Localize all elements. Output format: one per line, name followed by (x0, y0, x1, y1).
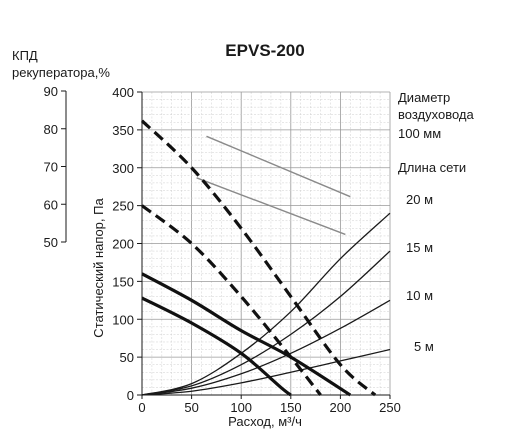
fan-curve-3 (141, 272, 352, 397)
y-tick-label: 0 (127, 388, 134, 403)
y-tick-label: 50 (120, 350, 134, 365)
diameter-label-line2: воздуховода (398, 107, 474, 122)
x-tick-label: 50 (184, 400, 198, 415)
y-tick-label: 350 (112, 123, 134, 138)
efficiency-tick-label: 80 (44, 122, 58, 137)
efficiency-tick-label: 90 (44, 84, 58, 99)
x-axis-label: Расход, м³/ч (228, 414, 302, 429)
diameter-value: 100 мм (398, 126, 441, 141)
x-tick-label: 150 (280, 400, 302, 415)
fan-curve-1 (140, 119, 377, 397)
y-tick-label: 150 (112, 274, 134, 289)
efficiency-curve-1 (206, 135, 351, 198)
network-curve-3 (141, 299, 391, 396)
efficiency-tick-label: 50 (44, 235, 58, 250)
x-tick-label: 200 (330, 400, 352, 415)
efficiency-tick-label: 60 (44, 197, 58, 212)
y-tick-label: 400 (112, 85, 134, 100)
network-curve-2 (141, 250, 391, 396)
chart-grid (141, 91, 391, 396)
network-length-15m: 15 м (406, 240, 433, 255)
x-tick-label: 100 (230, 400, 252, 415)
y-tick-label: 250 (112, 199, 134, 214)
y-tick-label: 200 (112, 237, 134, 252)
chart-curves (140, 119, 391, 397)
fan-curve-4 (141, 296, 292, 397)
fan-curve-2 (141, 204, 322, 396)
efficiency-tick-label: 70 (44, 160, 58, 175)
x-tick-label: 250 (379, 400, 401, 415)
y-tick-label: 100 (112, 312, 134, 327)
chart-title: EPVS-200 (225, 41, 304, 60)
network-length-label: Длина сети (398, 160, 466, 175)
chart-axes: 0 50 100 150 200 250 300 350 400 0 50 100 150 200 250 9… (44, 84, 401, 415)
chart-labels: EPVS-200 Расход, м³/ч Статический напор,… (12, 41, 474, 429)
network-curve-4 (141, 348, 391, 396)
network-length-10m: 10 м (406, 288, 433, 303)
efficiency-axis-label-line2: рекуператора,% (12, 65, 110, 80)
diameter-label-line1: Диаметр (398, 90, 450, 105)
y-tick-label: 300 (112, 161, 134, 176)
efficiency-curve-2 (196, 177, 346, 236)
network-length-5m: 5 м (414, 339, 434, 354)
x-tick-label: 0 (138, 400, 145, 415)
y-axis-label: Статический напор, Па (91, 198, 106, 338)
efficiency-axis-label-line1: КПД (12, 48, 38, 63)
network-length-20m: 20 м (406, 192, 433, 207)
network-curve-1 (141, 212, 391, 396)
